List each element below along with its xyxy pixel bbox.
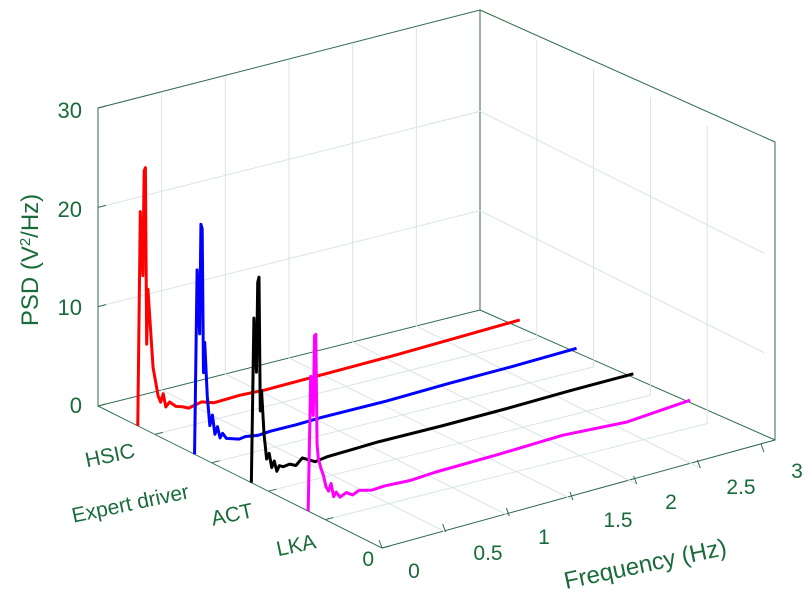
x-tick-3: 3 (791, 460, 803, 483)
z-axis-label: PSD (V2/Hz) (17, 194, 45, 326)
y-tick-expert-driver: Expert driver (70, 480, 191, 527)
series-layer (136, 166, 691, 512)
x-tick-mark (760, 443, 765, 453)
x-tick-mark (569, 491, 574, 501)
y-tick-zero: 0 (362, 548, 374, 571)
gridlines (97, 28, 765, 533)
z-tick-mark (97, 105, 107, 109)
y-tick-mark (154, 431, 163, 435)
z-tick-30: 30 (58, 98, 82, 123)
series-line-act (249, 275, 634, 483)
y-gridline (268, 97, 651, 492)
z-tick-mark (97, 204, 107, 208)
x-tick-0-5: 0.5 (473, 542, 502, 565)
y-gridline (154, 40, 538, 435)
z-axis-label-sup: 2 (17, 238, 34, 246)
x-gridline (288, 60, 574, 501)
x-gridline (352, 44, 637, 485)
tick-marks (97, 105, 765, 549)
x-tick-mark (505, 507, 510, 517)
x-tick-mark (442, 523, 447, 533)
z-gridline (97, 110, 765, 254)
y-tick-hsic: HSIC (83, 439, 137, 472)
x-tick-0: 0 (408, 560, 420, 583)
y-gridline (325, 125, 708, 521)
x-axis-label: Frequency (Hz) (562, 534, 729, 595)
z-tick-10: 10 (58, 295, 82, 320)
x-gridline (415, 28, 701, 469)
z-tick-mark (97, 304, 107, 308)
z-tick-20: 20 (58, 197, 82, 222)
x-gridline (224, 76, 510, 517)
y-tick-mark (381, 545, 391, 549)
x-tick-2-5: 2.5 (726, 476, 755, 499)
x-tick-1-5: 1.5 (603, 509, 632, 532)
x-tick-1: 1 (538, 526, 550, 549)
z-axis-label-prefix: PSD (V (17, 246, 44, 326)
z-tick-0: 0 (70, 393, 82, 418)
y-tick-mark (325, 517, 334, 521)
x-tick-mark (378, 539, 383, 549)
z-axis-label-suffix: /Hz) (17, 194, 44, 238)
x-tick-mark (696, 459, 701, 469)
x-gridline (161, 92, 446, 533)
x-tick-mark (633, 475, 638, 485)
y-gridline (211, 68, 595, 464)
z-tick-mark (97, 403, 107, 407)
x-tick-2: 2 (665, 491, 677, 514)
y-tick-mark (268, 488, 277, 492)
y-tick-mark (211, 460, 220, 464)
y-tick-act: ACT (209, 499, 255, 530)
y-tick-lka: LKA (274, 530, 318, 561)
series-line-lka (306, 332, 691, 512)
